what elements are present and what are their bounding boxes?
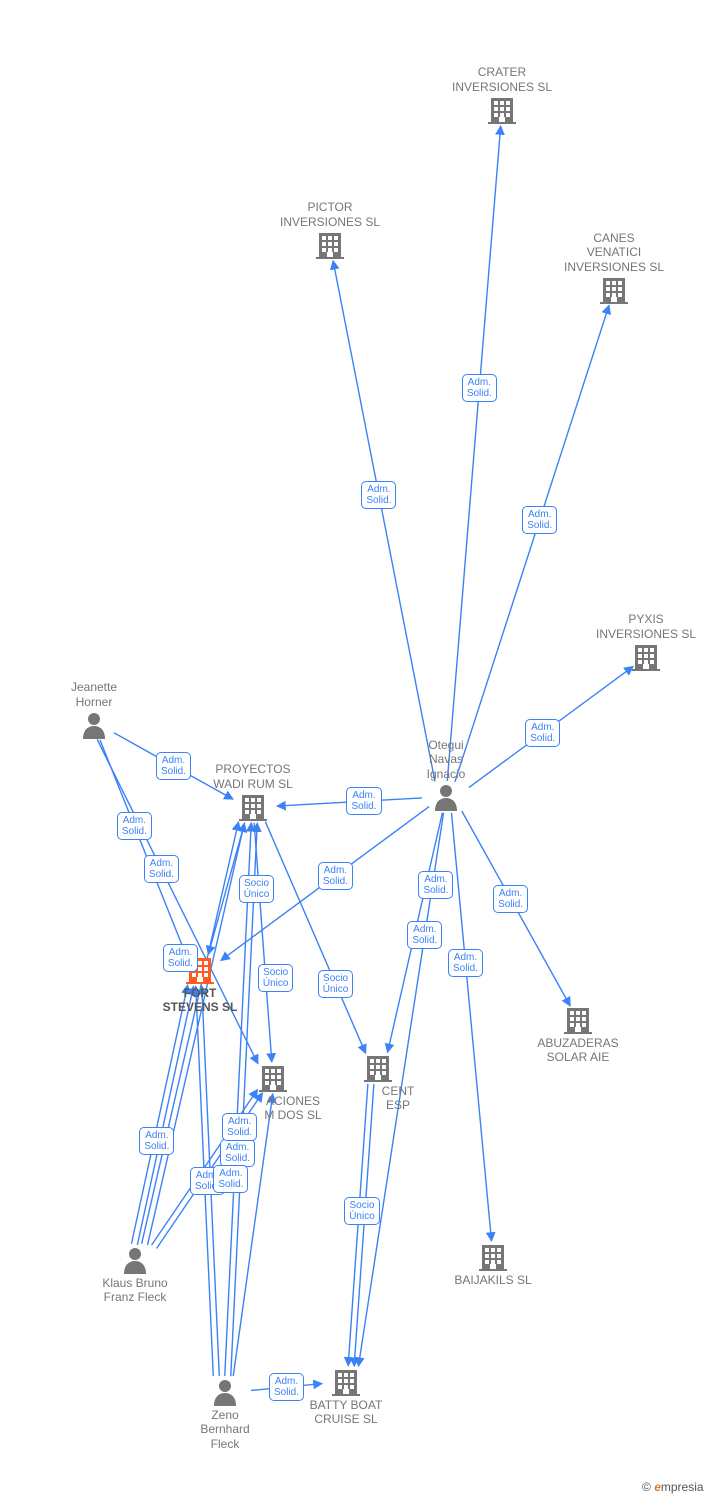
edge-label: Adm. Solid.	[156, 752, 191, 780]
edge	[447, 126, 500, 781]
edge	[265, 822, 365, 1054]
building-icon	[564, 1008, 592, 1034]
edge-label: Socio Único	[344, 1197, 380, 1225]
node-label: ABUZADERAS SOLAR AIE	[537, 1036, 618, 1065]
node-label: BATTY BOAT CRUISE SL	[310, 1398, 383, 1427]
edge-label: Adm. Solid.	[269, 1373, 304, 1401]
edge-label: Adm. Solid.	[318, 862, 353, 890]
person-icon	[214, 1380, 236, 1406]
edge-label: Adm. Solid.	[163, 944, 198, 972]
building-icon	[632, 645, 660, 671]
node-label: CENT ESP	[382, 1084, 415, 1113]
edge	[225, 823, 251, 1376]
edge-label: Adm. Solid.	[220, 1139, 255, 1167]
edge-label: Socio Único	[258, 964, 294, 992]
edge-label: Socio Único	[318, 970, 354, 998]
building-icon	[600, 278, 628, 304]
copyright-prefix: ©	[642, 1480, 654, 1494]
node-label: FORT STEVENS SL	[163, 986, 238, 1015]
edge	[231, 823, 257, 1376]
edge-label: Adm. Solid.	[407, 921, 442, 949]
edge-label: Adm. Solid.	[222, 1113, 257, 1141]
building-icon	[364, 1056, 392, 1082]
edge-label: Adm. Solid.	[117, 812, 152, 840]
node-label: Klaus Bruno Franz Fleck	[102, 1276, 167, 1305]
edge-label: Adm. Solid.	[525, 719, 560, 747]
building-icon	[316, 233, 344, 259]
edge-label: Adm. Solid.	[522, 506, 557, 534]
building-icon	[239, 795, 267, 821]
edge-label: Adm. Solid.	[213, 1165, 248, 1193]
node-label: PICTOR INVERSIONES SL	[280, 200, 380, 229]
edge-label: Adm. Solid.	[418, 871, 453, 899]
building-icon	[332, 1370, 360, 1396]
node-label: Zeno Bernhard Fleck	[200, 1408, 249, 1451]
person-icon	[124, 1248, 146, 1274]
node-label: PYXIS INVERSIONES SL	[596, 612, 696, 641]
edge	[451, 813, 491, 1241]
brand-rest: mpresia	[661, 1480, 704, 1494]
copyright: © empresia	[642, 1480, 704, 1494]
brand-first-letter: e	[654, 1480, 661, 1494]
person-icon	[435, 785, 457, 811]
edge-label: Adm. Solid.	[448, 949, 483, 977]
edge-label: Adm. Solid.	[346, 787, 381, 815]
edge-label: Adm. Solid.	[144, 855, 179, 883]
building-icon	[259, 1066, 287, 1092]
edge	[254, 823, 272, 1062]
edge-label: Adm. Solid.	[139, 1127, 174, 1155]
building-icon	[488, 98, 516, 124]
node-label: CANES VENATICI INVERSIONES SL	[564, 231, 664, 274]
edge-label: Adm. Solid.	[361, 481, 396, 509]
node-label: BAIJAKILS SL	[454, 1273, 531, 1287]
edge-label: Socio Único	[239, 875, 275, 903]
edge-label: Adm. Solid.	[493, 885, 528, 913]
edge	[354, 1084, 374, 1366]
node-label: CRATER INVERSIONES SL	[452, 65, 552, 94]
edge	[333, 261, 435, 782]
edge-label: Adm. Solid.	[462, 374, 497, 402]
node-label: ACIONES M DOS SL	[264, 1094, 321, 1123]
node-label: PROYECTOS WADI RUM SL	[213, 762, 293, 791]
person-icon	[83, 713, 105, 739]
node-label: Otegui Navas Ignacio	[427, 738, 466, 781]
building-icon	[479, 1245, 507, 1271]
node-label: Jeanette Horner	[71, 680, 117, 709]
